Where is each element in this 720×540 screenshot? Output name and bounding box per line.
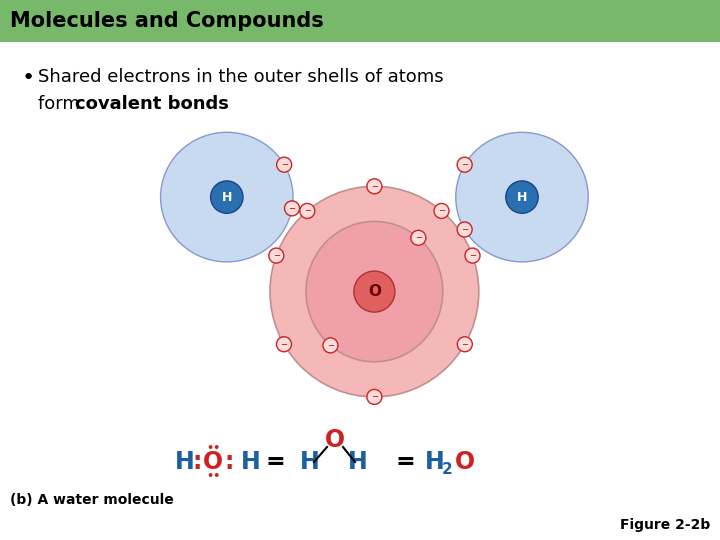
Text: =: = [265, 450, 285, 474]
Text: H: H [222, 191, 232, 204]
Text: H: H [175, 450, 194, 474]
Ellipse shape [161, 132, 293, 262]
Text: =: = [395, 450, 415, 474]
Circle shape [269, 248, 284, 263]
Text: O: O [203, 450, 223, 474]
Text: −: − [461, 225, 468, 234]
Circle shape [276, 157, 292, 172]
Text: Figure 2-2b: Figure 2-2b [620, 518, 710, 532]
Text: H: H [425, 450, 445, 474]
Text: Shared electrons in the outer shells of atoms: Shared electrons in the outer shells of … [38, 68, 444, 86]
Text: H: H [241, 450, 261, 474]
Ellipse shape [456, 132, 588, 262]
Circle shape [284, 201, 300, 216]
Circle shape [465, 248, 480, 263]
Text: Molecules and Compounds: Molecules and Compounds [10, 11, 324, 31]
Circle shape [300, 204, 315, 219]
Circle shape [367, 179, 382, 194]
Text: H: H [348, 450, 368, 474]
Text: ••: •• [206, 471, 220, 481]
Text: 2: 2 [442, 462, 453, 477]
Text: −: − [371, 182, 378, 191]
Text: covalent bonds: covalent bonds [75, 95, 229, 113]
Text: −: − [438, 206, 445, 215]
Text: :: : [225, 450, 234, 474]
Text: −: − [371, 393, 378, 401]
Text: −: − [415, 233, 422, 242]
Ellipse shape [306, 221, 443, 362]
Text: −: − [327, 341, 334, 350]
Text: −: − [281, 340, 287, 349]
Text: :: : [192, 450, 202, 474]
Text: O: O [325, 428, 345, 452]
Text: −: − [289, 204, 295, 213]
Text: −: − [273, 251, 280, 260]
Circle shape [457, 337, 472, 352]
Circle shape [323, 338, 338, 353]
Ellipse shape [505, 181, 539, 213]
Ellipse shape [354, 271, 395, 312]
Text: −: − [304, 206, 311, 215]
Bar [0, 0, 720, 42]
Text: −: − [469, 251, 476, 260]
Circle shape [411, 231, 426, 245]
Ellipse shape [270, 186, 479, 397]
Text: (b) A water molecule: (b) A water molecule [10, 493, 174, 507]
Circle shape [434, 204, 449, 219]
Text: form: form [38, 95, 86, 113]
Text: −: − [461, 160, 468, 169]
Circle shape [276, 337, 292, 352]
Text: O: O [455, 450, 475, 474]
Text: H: H [300, 450, 320, 474]
Circle shape [457, 157, 472, 172]
Circle shape [367, 389, 382, 404]
Text: −: − [281, 160, 288, 169]
Text: ••: •• [206, 443, 220, 453]
Text: O: O [368, 284, 381, 299]
Text: −: − [462, 340, 468, 349]
Text: H: H [517, 191, 527, 204]
Text: •: • [22, 68, 35, 88]
Ellipse shape [211, 181, 243, 213]
Circle shape [457, 222, 472, 237]
